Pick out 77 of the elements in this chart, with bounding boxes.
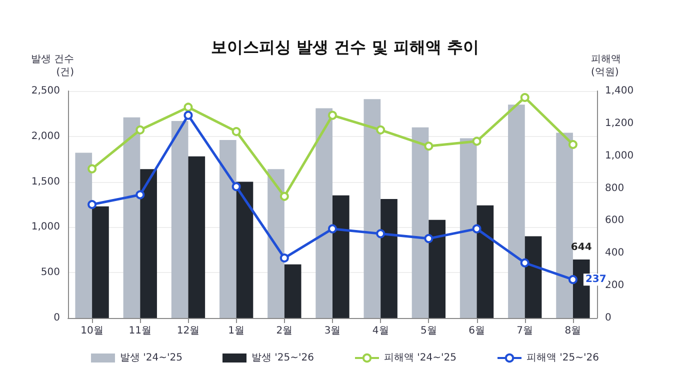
bar [364, 99, 381, 318]
bar [188, 156, 206, 318]
y2-tick-label: 600 [605, 215, 624, 226]
y-tick-label: 1,500 [31, 176, 60, 188]
legend-label: 피해액 '24~'25 [384, 352, 457, 364]
bar [524, 236, 542, 318]
bar [316, 108, 332, 318]
x-tick-label: 8월 [564, 326, 582, 336]
x-tick-label: 11월 [128, 326, 152, 336]
point [568, 140, 578, 150]
point [280, 254, 289, 263]
bar [460, 138, 477, 318]
point [232, 127, 241, 136]
y-tick-label: 2,000 [31, 130, 60, 142]
x-tick-label: 12월 [176, 326, 200, 336]
point [232, 182, 241, 192]
point [136, 190, 145, 200]
y2-tick-label: 200 [605, 280, 624, 292]
y-tick-label: 1,000 [31, 222, 60, 233]
point [88, 164, 97, 174]
x-tick-label: 2월 [276, 326, 293, 336]
point [520, 92, 530, 102]
chart-title: 보이스피싱 발생 건수 및 피해액 추이 [211, 38, 479, 56]
point [472, 136, 482, 146]
bar [75, 152, 92, 318]
bar [332, 195, 350, 318]
y-tick-label: 2,500 [31, 86, 60, 96]
point [568, 275, 578, 284]
bar [476, 205, 494, 318]
x-tick-label: 7월 [516, 326, 534, 336]
bar [412, 127, 429, 318]
bar [171, 120, 188, 318]
x-tick-label: 10월 [80, 326, 104, 336]
point [424, 142, 434, 151]
bar [92, 206, 109, 318]
point [520, 258, 530, 268]
point [280, 192, 289, 201]
bar [219, 140, 236, 318]
point [328, 110, 337, 120]
bar [268, 169, 284, 318]
point [376, 125, 386, 134]
legend-label: 피해액 '25~'26 [526, 352, 600, 364]
legend-label: 발생 '24~'25 [120, 352, 183, 364]
bar [380, 199, 398, 318]
bar [428, 220, 446, 318]
bar [284, 264, 302, 318]
bar [508, 104, 525, 318]
y2-tick-label: 1,200 [605, 118, 634, 129]
data-label: 644 [570, 242, 592, 254]
bar [123, 117, 140, 318]
bar [236, 182, 254, 318]
point [376, 229, 386, 238]
y2-tick-label: 0 [605, 312, 612, 324]
y2-axis-title: 피해액 (억원) [591, 54, 621, 78]
y-tick-label: 0 [54, 312, 60, 324]
point [184, 102, 193, 112]
y2-tick-label: 1,000 [605, 150, 634, 162]
data-label: 237 [585, 274, 606, 286]
legend-label: 발생 '25~'26 [251, 352, 314, 364]
y2-tick-label: 1,400 [605, 86, 634, 96]
bar [556, 132, 573, 318]
y-tick-label: 500 [40, 267, 60, 278]
x-tick-label: 5월 [420, 326, 437, 336]
y2-tick-label: 800 [605, 182, 624, 194]
x-tick-label: 3월 [324, 326, 341, 336]
x-tick-label: 4월 [372, 326, 389, 336]
point [424, 234, 434, 244]
x-tick-label: 1월 [228, 326, 245, 336]
bar [140, 169, 157, 318]
point [88, 200, 97, 209]
point [472, 224, 482, 234]
x-tick-label: 6월 [468, 326, 485, 336]
y-axis-title: 발생 건수 (건) [30, 54, 74, 78]
point [136, 125, 145, 134]
point [328, 224, 337, 234]
point [184, 110, 193, 120]
y2-tick-label: 400 [605, 248, 624, 259]
